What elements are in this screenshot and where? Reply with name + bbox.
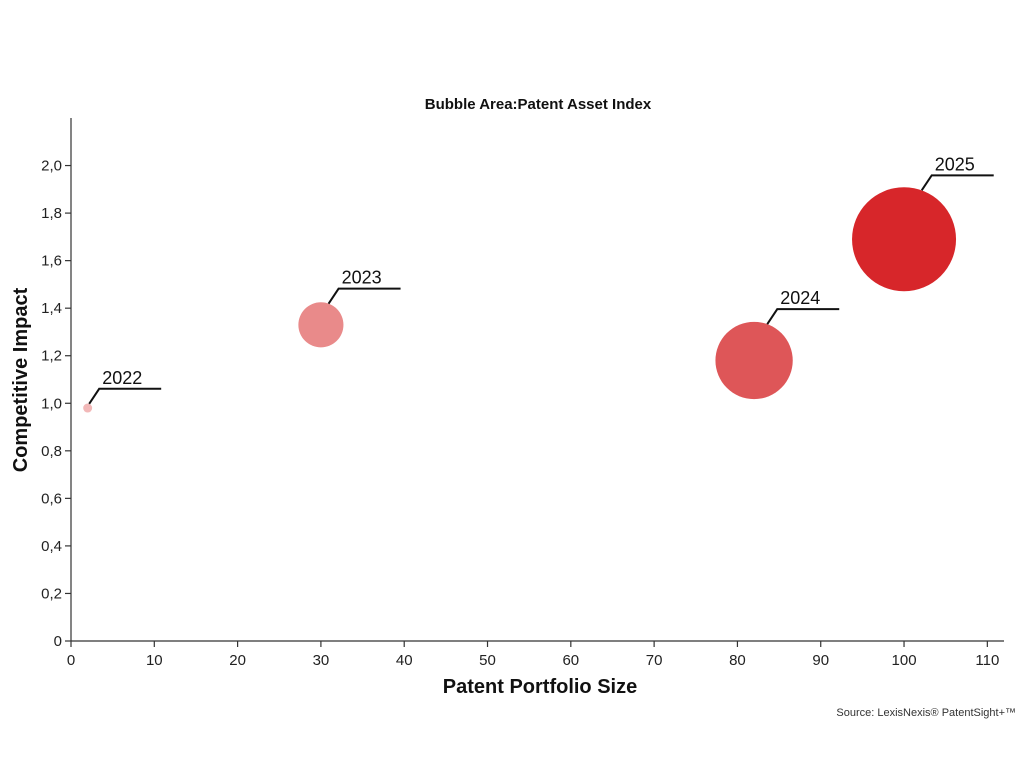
y-tick-label: 0,2: [41, 585, 62, 602]
bubble-2024: [715, 321, 793, 400]
y-tick-label: 1,0: [41, 395, 62, 412]
bubble-2023: [298, 302, 344, 348]
bubble-2025: [852, 187, 957, 292]
x-tick-label: 70: [646, 652, 663, 669]
y-tick-label: 1,2: [41, 348, 62, 365]
source-note: Source: LexisNexis® PatentSight+™: [836, 707, 1016, 719]
annotation-leader: [327, 287, 401, 305]
y-tick-label: 1,8: [41, 205, 62, 222]
x-tick-label: 80: [729, 652, 746, 669]
x-axis-title: Patent Portfolio Size: [443, 676, 637, 698]
axes: 0 10 20 30 40 50 60 70 80 90 100 110 0 0,2 0,4 0,6 0,8 1,…: [41, 118, 1004, 669]
bubble-2022: [83, 403, 93, 413]
x-tick-label: 60: [562, 652, 579, 669]
annotation-label-2025: 2025: [935, 154, 975, 174]
annotations: 2022 2023 2024 2025: [88, 154, 994, 405]
annotation-leader: [88, 387, 162, 405]
x-tick-label: 40: [396, 652, 413, 669]
x-tick-label: 10: [146, 652, 163, 669]
x-tick-label: 110: [975, 652, 999, 669]
annotation-leader: [920, 174, 994, 191]
y-tick-label: 0,6: [41, 490, 62, 507]
bubbles: [83, 187, 957, 413]
x-tick-label: 20: [229, 652, 246, 669]
y-tick-label: 1,4: [41, 300, 62, 317]
y-tick-label: 0: [54, 633, 62, 650]
y-tick-label: 1,6: [41, 253, 62, 270]
annotation-label-2022: 2022: [102, 368, 142, 388]
x-tick-label: 30: [313, 652, 330, 669]
x-tick-label: 90: [812, 652, 829, 669]
y-tick-label: 0,8: [41, 443, 62, 460]
x-tick-label: 0: [67, 652, 75, 669]
x-tick-label: 50: [479, 652, 496, 669]
annotation-label-2023: 2023: [342, 268, 382, 288]
x-tick-label: 100: [892, 652, 917, 669]
annotation-leader: [766, 308, 840, 325]
y-axis-title: Competitive Impact: [10, 287, 32, 472]
y-tick-label: 2,0: [41, 158, 62, 175]
annotation-label-2024: 2024: [780, 288, 820, 308]
chart-title: Bubble Area:Patent Asset Index: [425, 96, 652, 113]
y-tick-label: 0,4: [41, 538, 62, 555]
